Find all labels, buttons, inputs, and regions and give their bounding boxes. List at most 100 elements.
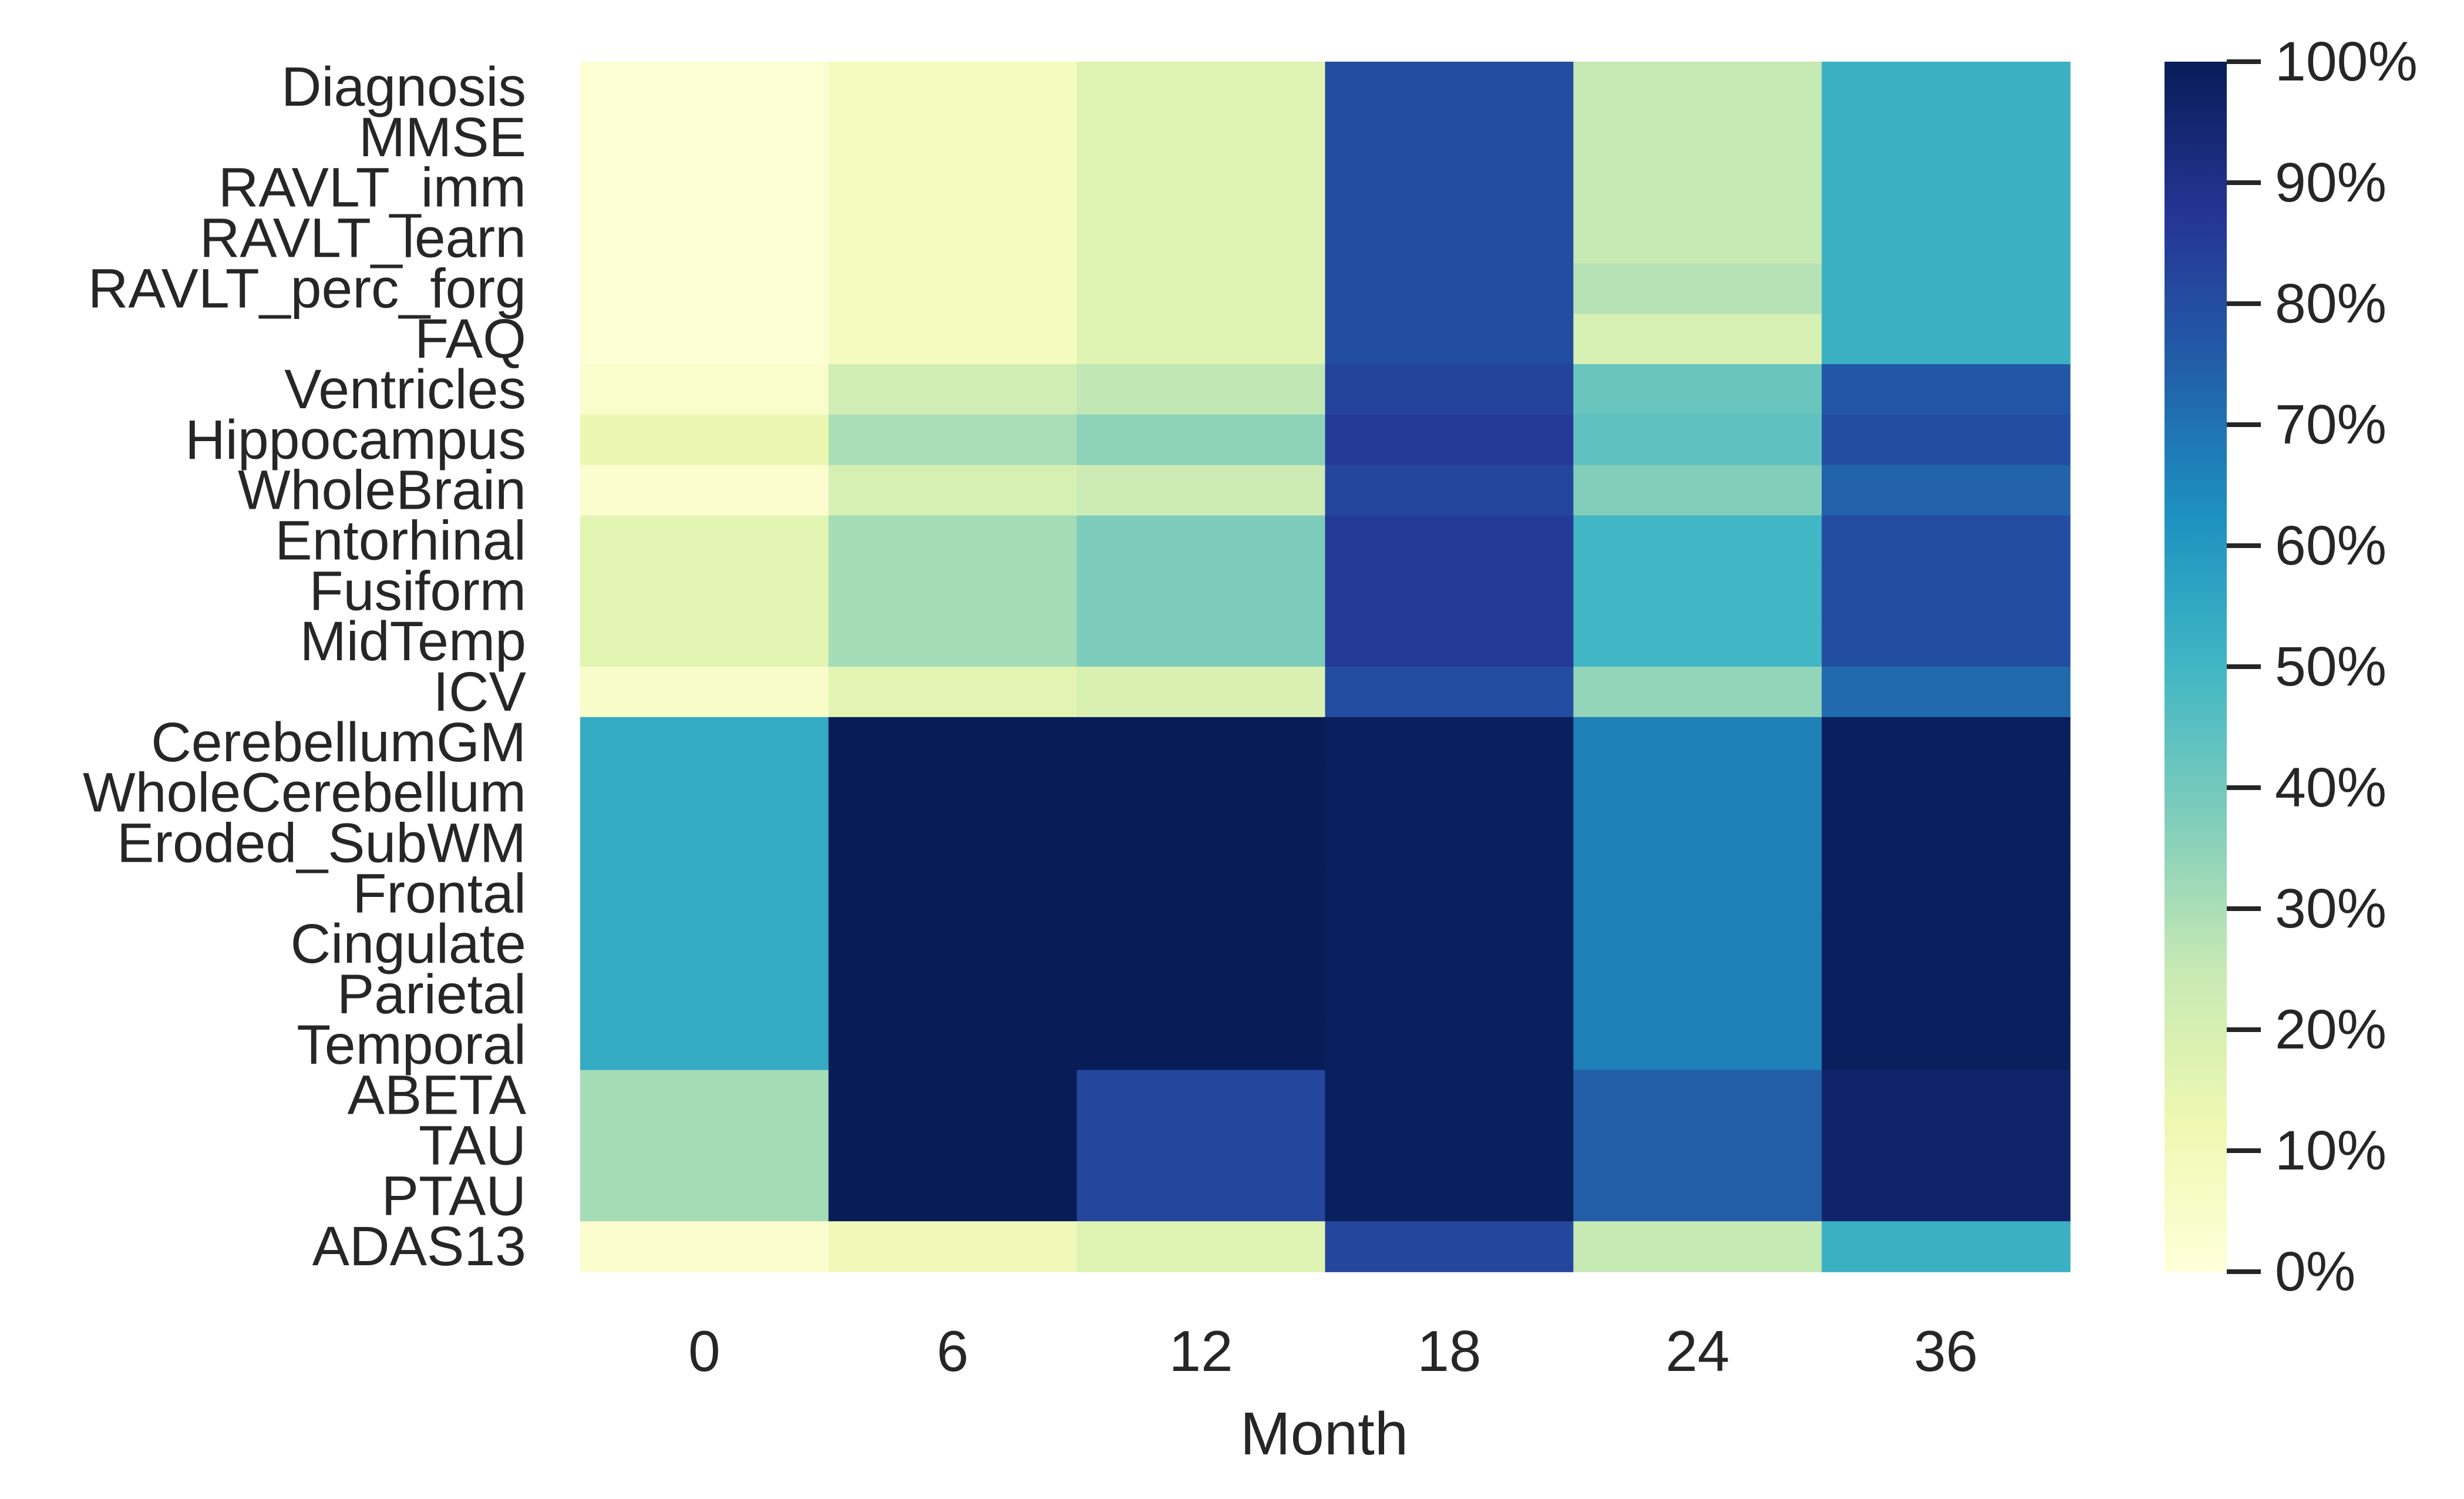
heatmap-cell (828, 263, 1078, 314)
y-tick-label: Fusiform (309, 560, 526, 622)
heatmap-cell (580, 616, 829, 667)
heatmap-cell (580, 1120, 829, 1172)
heatmap-cell (1573, 868, 1822, 919)
heatmap-cell (1325, 162, 1574, 214)
heatmap-cell (1076, 818, 1326, 869)
heatmap-cell (1076, 1070, 1326, 1121)
heatmap-cell (1076, 414, 1326, 466)
heatmap-cell (1325, 767, 1574, 819)
y-tick-label: MidTemp (300, 610, 526, 673)
colorbar-tick-label: 80% (2275, 273, 2386, 335)
heatmap-cell (1822, 1120, 2071, 1172)
heatmap-cell (1325, 213, 1574, 264)
heatmap-cell (1573, 263, 1822, 314)
heatmap-cell (1822, 515, 2071, 567)
heatmap-cell (828, 364, 1078, 415)
heatmap-cell (828, 1120, 1078, 1172)
x-axis-label: Month (1240, 1400, 1408, 1467)
heatmap-cell (1325, 465, 1574, 516)
heatmap-cell (1573, 1120, 1822, 1172)
heatmap-cell (1822, 314, 2071, 365)
heatmap-cell (1822, 616, 2071, 667)
x-tick-label: 18 (1417, 1319, 1481, 1383)
y-tick-label: FAQ (415, 308, 526, 370)
y-tick-label: RAVLT_perc_forg (88, 257, 526, 320)
heatmap-cell (580, 364, 829, 415)
heatmap-cell (1822, 213, 2071, 264)
heatmap-cell (828, 314, 1078, 365)
heatmap-cell (1076, 62, 1326, 113)
colorbar-tick-label: 30% (2275, 878, 2386, 940)
heatmap-cell (1573, 414, 1822, 466)
colorbar-tick-label: 100% (2275, 31, 2418, 93)
heatmap-cell (828, 717, 1078, 768)
y-tick-label: Parietal (337, 963, 526, 1026)
heatmap-cell (580, 717, 829, 768)
heatmap-cell (828, 1171, 1078, 1222)
heatmap-cell (1822, 263, 2071, 314)
heatmap-cell (1325, 263, 1574, 314)
heatmap-cell (580, 414, 829, 466)
heatmap-cell (828, 1070, 1078, 1121)
y-tick-label: ICV (433, 661, 526, 723)
heatmap-cell (828, 515, 1078, 567)
heatmap-cell (1573, 667, 1822, 718)
heatmap-cell (1325, 62, 1574, 113)
colorbar-tick-label: 70% (2275, 394, 2386, 456)
colorbar-ticks: 0% 10% 20% 30% 40% 50% 60% 70% 80% 90% 100% (2227, 31, 2418, 1303)
heatmap-cell (828, 969, 1078, 1020)
heatmap-cell (1573, 717, 1822, 768)
heatmap-cell (1325, 818, 1574, 869)
heatmap-cell (1822, 818, 2071, 869)
heatmap-cell (1573, 213, 1822, 264)
heatmap-cell (1076, 465, 1326, 516)
heatmap-cell (1822, 566, 2071, 617)
heatmap-cell (1076, 112, 1326, 163)
heatmap-cell (828, 112, 1078, 163)
heatmap-cell (1325, 1070, 1574, 1121)
heatmap-cell (1076, 1019, 1326, 1071)
y-tick-label: Hippocampus (185, 409, 526, 471)
heatmap-cell (1325, 566, 1574, 617)
heatmap-cell (828, 162, 1078, 214)
heatmap-cell (1076, 616, 1326, 667)
heatmap-cell (580, 566, 829, 617)
heatmap-cell (1822, 717, 2071, 768)
heatmap-cell (1076, 213, 1326, 264)
heatmap-cell (828, 465, 1078, 516)
heatmap-cell (1076, 919, 1326, 970)
heatmap-cell (1325, 112, 1574, 163)
heatmap-cell (828, 1019, 1078, 1071)
y-tick-label: ABETA (348, 1064, 527, 1127)
heatmap-cell (828, 566, 1078, 617)
heatmap-cell (1076, 364, 1326, 415)
heatmap-cell (1076, 566, 1326, 617)
x-tick-label: 12 (1169, 1319, 1233, 1383)
heatmap-cell (1573, 767, 1822, 819)
heatmap-cell (1573, 1019, 1822, 1071)
heatmap-cell (828, 213, 1078, 264)
heatmap-cell (1822, 1019, 2071, 1071)
heatmap-cell (580, 969, 829, 1020)
colorbar-tick-label: 90% (2275, 152, 2386, 214)
y-tick-label: PTAU (382, 1165, 526, 1227)
y-tick-label: WholeCerebellum (83, 762, 526, 824)
heatmap-cell (580, 868, 829, 919)
heatmap-cell (828, 767, 1078, 819)
heatmap-cell (1325, 616, 1574, 667)
heatmap-cell (1573, 314, 1822, 365)
heatmap-cell (1325, 364, 1574, 415)
heatmap-cell (1076, 314, 1326, 365)
heatmap-cell (828, 818, 1078, 869)
heatmap-cell (828, 868, 1078, 919)
x-tick-label: 24 (1665, 1319, 1729, 1383)
colorbar-tick-label: 20% (2275, 999, 2386, 1061)
y-tick-label: Entorhinal (275, 509, 526, 572)
y-tick-label: CerebellumGM (151, 711, 526, 774)
heatmap-cell (1822, 62, 2071, 113)
heatmap-cell (1325, 414, 1574, 466)
heatmap-cell (1822, 969, 2071, 1020)
heatmap-cell (828, 1221, 1078, 1272)
heatmap-cell (1573, 465, 1822, 516)
heatmap-cell (1573, 566, 1822, 617)
